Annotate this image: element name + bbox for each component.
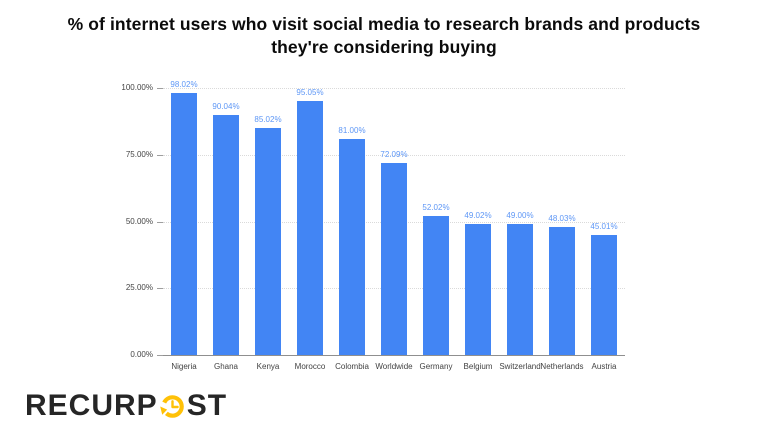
x-axis-label: Belgium bbox=[463, 362, 493, 371]
bar-value-label: 98.02% bbox=[170, 80, 198, 90]
y-axis-tick bbox=[157, 88, 163, 89]
bar bbox=[213, 114, 239, 355]
bar bbox=[255, 128, 281, 355]
bar-value-label: 48.03% bbox=[548, 213, 576, 223]
bar-value-label: 45.01% bbox=[590, 221, 618, 231]
bar bbox=[297, 101, 323, 355]
x-axis-label: Nigeria bbox=[171, 362, 197, 371]
x-axis-baseline bbox=[157, 355, 625, 356]
gridline bbox=[163, 88, 625, 89]
bar bbox=[549, 226, 575, 355]
bar-chart-plot-area: 0.00% 25.00% 50.00% 75.00% 100.00% 98.02% Nige… bbox=[121, 80, 625, 371]
y-axis-tick bbox=[157, 221, 163, 223]
bar-value-label: 90.04% bbox=[212, 101, 240, 111]
x-axis-label: Ghana bbox=[213, 362, 239, 371]
x-axis-label: Germany bbox=[419, 362, 453, 371]
chart-title: % of internet users who visit social med… bbox=[67, 14, 701, 58]
gridline bbox=[163, 154, 625, 156]
x-axis-label: Colombia bbox=[335, 362, 369, 371]
bar bbox=[339, 138, 365, 355]
bar bbox=[591, 234, 617, 355]
bar bbox=[171, 93, 197, 355]
bar-value-label: 49.02% bbox=[464, 211, 492, 221]
y-axis-tick-label: 100.00% bbox=[121, 83, 153, 92]
recurpost-logo: RECURP ST bbox=[25, 391, 227, 421]
y-axis-tick bbox=[157, 288, 163, 290]
x-axis-label: Kenya bbox=[256, 362, 280, 371]
logo-text-post: ST bbox=[186, 389, 228, 422]
bar-value-label: 52.02% bbox=[422, 203, 450, 213]
y-axis-tick-label: 0.00% bbox=[130, 350, 153, 359]
y-axis-tick-label: 50.00% bbox=[125, 216, 153, 226]
bar-value-label: 85.02% bbox=[254, 115, 282, 124]
clock-refresh-icon bbox=[159, 394, 184, 418]
y-axis-tick bbox=[157, 355, 163, 356]
x-axis-label: Netherlands bbox=[540, 362, 584, 371]
x-axis-label: Morocco bbox=[294, 362, 326, 371]
bar bbox=[465, 224, 491, 355]
bar bbox=[381, 162, 407, 355]
bar bbox=[507, 224, 533, 355]
x-axis-label: Austria bbox=[591, 362, 617, 371]
bar-value-label: 49.00% bbox=[506, 211, 534, 221]
logo-text-pre: RECURP bbox=[25, 389, 158, 422]
bar-value-label: 95.05% bbox=[296, 88, 324, 98]
bar bbox=[423, 216, 449, 355]
x-axis-label: Worldwide bbox=[375, 362, 413, 371]
y-axis-tick-label: 25.00% bbox=[125, 283, 153, 293]
x-axis-label: Switzerland bbox=[499, 362, 541, 371]
bar-value-label: 81.00% bbox=[338, 125, 366, 135]
y-axis-tick-label: 75.00% bbox=[125, 149, 153, 159]
bar-value-label: 72.09% bbox=[380, 149, 408, 159]
y-axis-tick bbox=[157, 154, 163, 156]
